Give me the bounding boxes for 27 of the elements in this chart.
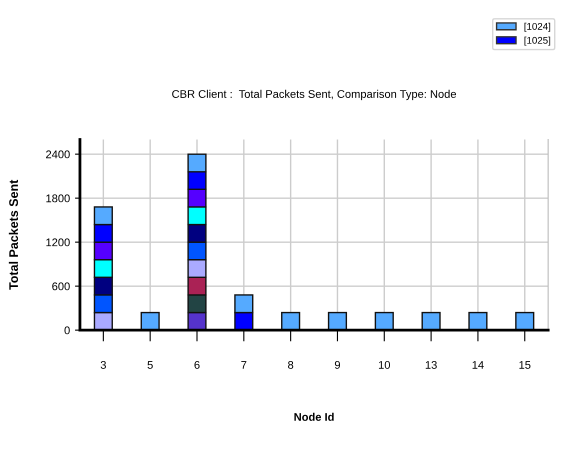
bar (374, 312, 394, 330)
bar (422, 312, 441, 330)
x-tick-label: 9 (334, 361, 340, 369)
x-tick-label: 13 (426, 361, 437, 369)
chart-title: CBR Client : Total Packets Sent, Comparison Type: Node (172, 90, 456, 100)
bar (281, 312, 300, 330)
x-tick-label: 15 (519, 361, 530, 369)
legend-label: [1025] (524, 36, 550, 46)
x-tick-label: 3 (100, 361, 106, 369)
x-tick-label: 10 (378, 361, 390, 369)
y-axis-title: Total Packets Sent (8, 180, 18, 290)
x-axis-title: Node Id (294, 412, 334, 421)
y-tick-label: 600 (52, 282, 70, 290)
bar (140, 312, 160, 330)
x-tick-label: 6 (194, 361, 200, 369)
y-tick-label: 1800 (46, 194, 70, 202)
bar (468, 312, 488, 330)
y-tick-label: 2400 (46, 150, 70, 158)
y-tick-label: 0 (64, 326, 70, 334)
legend-label: [1024] (524, 22, 550, 32)
bar (515, 312, 534, 330)
x-tick-label: 5 (148, 361, 153, 369)
x-tick-label: 7 (241, 361, 246, 369)
y-tick-label: 1200 (46, 238, 70, 246)
x-tick-label: 14 (472, 361, 484, 369)
x-tick-label: 8 (288, 361, 294, 369)
bar (328, 312, 348, 330)
